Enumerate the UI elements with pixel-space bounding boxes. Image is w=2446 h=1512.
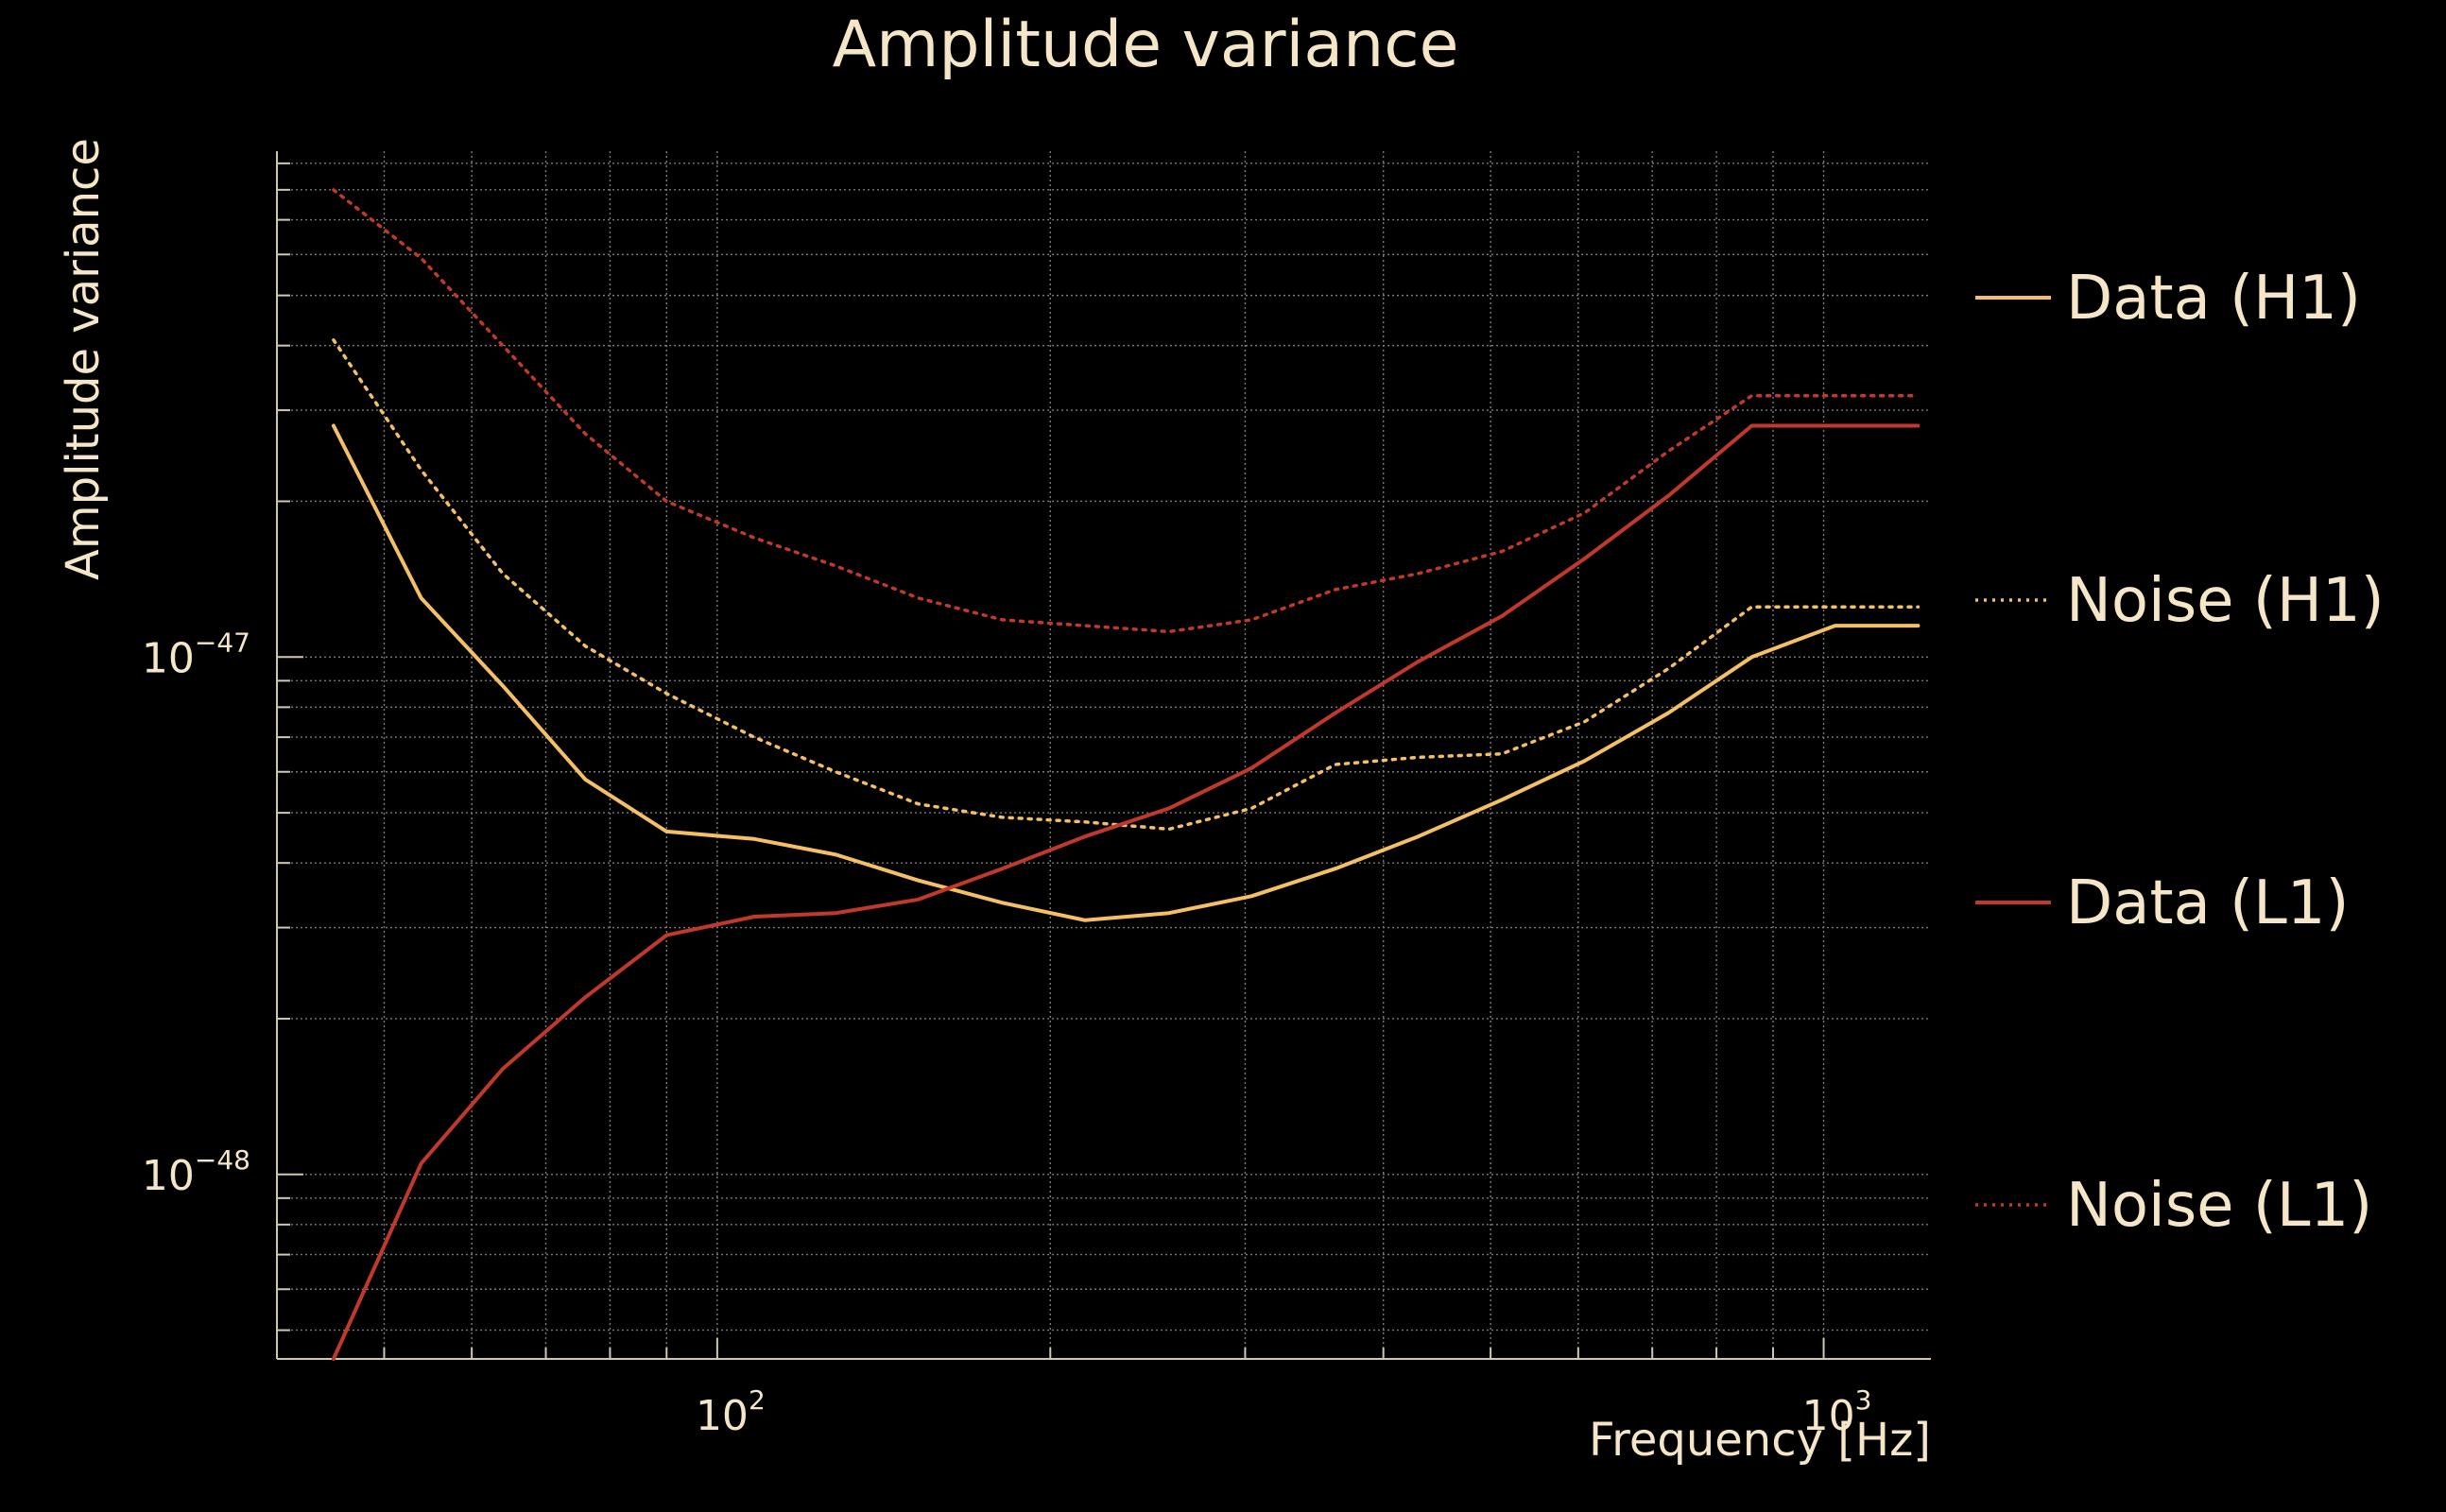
x-tick-label: 102 [696,1384,766,1440]
series-line-2 [332,338,1921,832]
grid [276,151,1931,1359]
legend: Data (H1) Noise (H1) Data (L1) Noise (L1) [1975,264,2385,1241]
y-axis-label: Amplitude variance [57,138,110,580]
axes [276,151,1931,1360]
chart-title: Amplitude variance [833,8,1459,82]
tick-labels: 102 103 10−47 10−48 [142,627,1872,1440]
series-line-4 [332,188,1921,634]
legend-label: Data (H1) [2066,264,2361,334]
series-line-1 [331,423,1921,922]
series-lines [331,188,1921,1361]
y-tick-label: 10−48 [142,1144,250,1200]
series-line-3 [331,423,1921,1361]
y-tick-label: 10−47 [142,627,250,682]
legend-label: Data (L1) [2066,868,2349,938]
legend-label: Noise (H1) [2066,566,2385,636]
legend-label: Noise (L1) [2066,1171,2372,1241]
x-tick-label: 103 [1802,1384,1872,1440]
x-axis-label: Frequency [Hz] [1589,1414,1931,1467]
